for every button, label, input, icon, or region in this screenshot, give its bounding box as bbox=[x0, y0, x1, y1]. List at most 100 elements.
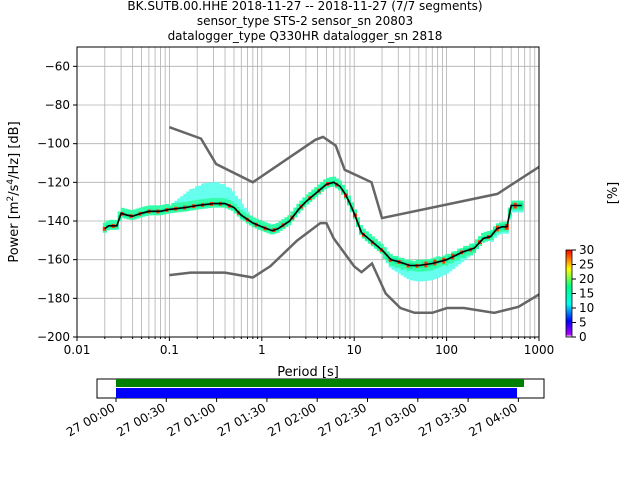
histogram-cell bbox=[210, 197, 215, 201]
histogram-cell bbox=[180, 203, 185, 207]
histogram-cell bbox=[445, 261, 450, 264]
plot-frame bbox=[76, 46, 540, 338]
histogram-cell bbox=[284, 219, 289, 222]
histogram-cell bbox=[180, 207, 185, 210]
histogram-cell bbox=[165, 209, 170, 212]
histogram-cell bbox=[177, 200, 182, 203]
histogram-cell bbox=[141, 212, 146, 215]
histogram-cell bbox=[144, 213, 149, 216]
histogram-cell bbox=[120, 207, 125, 211]
histogram-cell bbox=[346, 203, 351, 206]
histogram-cell bbox=[141, 214, 146, 217]
histogram-cell bbox=[320, 189, 325, 192]
histogram-cell bbox=[233, 211, 238, 214]
histogram-cell bbox=[195, 186, 200, 189]
histogram-cell bbox=[233, 201, 238, 204]
histogram-cell bbox=[239, 211, 244, 214]
y-axis-label-sup: 4 bbox=[6, 179, 16, 185]
histogram-cell bbox=[513, 210, 518, 213]
histogram-cell bbox=[114, 221, 119, 225]
histogram-cell bbox=[129, 210, 134, 213]
histogram-cell bbox=[198, 199, 203, 202]
histogram-cell bbox=[409, 276, 414, 279]
histogram-cell bbox=[284, 222, 289, 226]
histogram-cell bbox=[382, 247, 387, 250]
histogram-cell bbox=[329, 180, 334, 184]
histogram-cell bbox=[335, 180, 340, 183]
histogram-cell bbox=[454, 254, 459, 258]
histogram-cell bbox=[251, 219, 256, 222]
histogram-cell bbox=[412, 272, 417, 275]
histogram-cell bbox=[341, 186, 346, 189]
histogram-cell bbox=[186, 208, 191, 212]
histogram-cell bbox=[186, 201, 191, 204]
histogram-cell bbox=[466, 247, 471, 250]
histogram-cell bbox=[400, 259, 405, 262]
histogram-cell bbox=[195, 205, 200, 208]
histogram-cell bbox=[123, 214, 128, 217]
histogram-cell bbox=[266, 225, 271, 228]
histogram-cell bbox=[177, 198, 182, 201]
histogram-cell bbox=[260, 228, 265, 232]
histogram-cell bbox=[221, 199, 226, 202]
histogram-cell bbox=[498, 228, 503, 231]
histogram-cell bbox=[144, 209, 149, 213]
histogram-cell bbox=[156, 213, 161, 216]
histogram-cell bbox=[421, 265, 426, 268]
histogram-cell bbox=[466, 253, 471, 256]
histogram-cell bbox=[442, 261, 447, 264]
histogram-cell bbox=[457, 250, 462, 253]
histogram-cell bbox=[230, 191, 235, 194]
histogram-cell bbox=[162, 210, 167, 213]
histogram-cell bbox=[218, 197, 223, 200]
histogram-cell bbox=[198, 206, 203, 210]
histogram-cell bbox=[192, 207, 197, 211]
histogram-cell bbox=[302, 205, 307, 208]
colorbar bbox=[565, 249, 573, 338]
histogram-cell bbox=[242, 213, 247, 216]
histogram-cell bbox=[189, 200, 194, 203]
histogram-cell bbox=[189, 194, 194, 198]
histogram-cell bbox=[516, 200, 521, 203]
histogram-cell bbox=[308, 199, 313, 202]
histogram-cell bbox=[302, 199, 307, 202]
histogram-cell bbox=[397, 269, 402, 272]
histogram-cell bbox=[510, 206, 515, 209]
histogram-cell bbox=[492, 233, 497, 237]
histogram-cell bbox=[510, 202, 515, 205]
histogram-cell bbox=[287, 217, 292, 220]
histogram-cell bbox=[498, 222, 503, 225]
timeline-tick-label: 27 00:00 bbox=[64, 400, 117, 439]
histogram-cell bbox=[114, 219, 119, 223]
histogram-cell bbox=[492, 228, 497, 231]
histogram-cell bbox=[495, 231, 500, 234]
histogram-cell bbox=[448, 255, 453, 258]
histogram-cell bbox=[430, 271, 435, 275]
histogram-cell bbox=[132, 213, 137, 216]
histogram-cell bbox=[111, 221, 116, 225]
histogram-cell bbox=[433, 274, 438, 277]
y-tick-label: −80 bbox=[45, 98, 70, 112]
histogram-cell bbox=[248, 217, 253, 220]
histogram-cell bbox=[218, 201, 223, 204]
histogram-cell bbox=[201, 202, 206, 205]
histogram-cell bbox=[195, 201, 200, 204]
histogram-cell bbox=[424, 259, 429, 262]
histogram-cell bbox=[201, 193, 206, 196]
histogram-cell bbox=[126, 215, 131, 218]
histogram-cell bbox=[475, 239, 480, 242]
histogram-cell bbox=[406, 273, 411, 276]
histogram-cell bbox=[275, 230, 280, 233]
histogram-cell bbox=[373, 246, 378, 249]
histogram-cell bbox=[218, 195, 223, 198]
histogram-cell bbox=[421, 259, 426, 262]
histogram-cell bbox=[236, 204, 241, 207]
histogram-cell bbox=[397, 263, 402, 266]
histogram-cell bbox=[260, 226, 265, 230]
y-axis-label-part: /s bbox=[7, 184, 22, 195]
histogram-cell bbox=[373, 240, 378, 243]
histogram-cell bbox=[439, 272, 444, 275]
histogram-cell bbox=[218, 184, 223, 187]
histogram-cell bbox=[519, 206, 524, 209]
